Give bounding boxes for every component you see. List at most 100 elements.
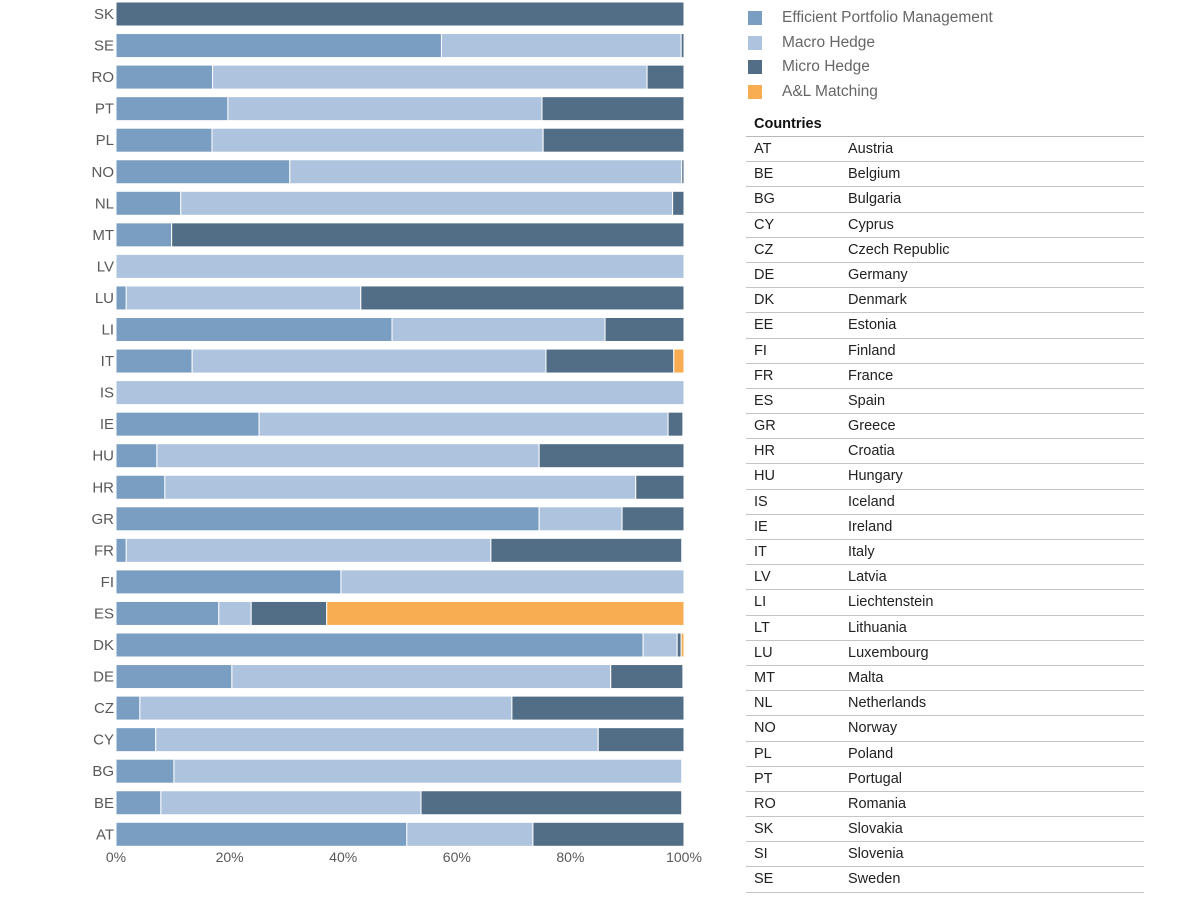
category-label: SE: [94, 38, 114, 55]
bar-segment-bg-efficient-portfolio-management: [115, 758, 175, 784]
legend-label: Micro Hedge: [782, 58, 870, 76]
country-name: Hungary: [848, 468, 903, 485]
bar-segment-hu-macro-hedge: [156, 443, 540, 469]
country-code: IE: [754, 518, 768, 535]
bar-segment-li-efficient-portfolio-management: [115, 317, 393, 342]
country-name: Estonia: [848, 317, 897, 334]
country-name: Lithuania: [848, 619, 907, 636]
bar-segment-nl-macro-hedge: [180, 190, 674, 216]
chart-legend: Efficient Portfolio Management Macro Hed…: [746, 6, 993, 104]
table-row: SI Slovenia: [746, 842, 1144, 868]
country-code: GR: [754, 418, 776, 435]
country-name: France: [848, 367, 894, 384]
bar-segment-es-a-l-matching: [326, 600, 685, 626]
bar-segment-de-macro-hedge: [231, 664, 612, 690]
table-row: DK Denmark: [746, 288, 1144, 314]
country-name: Cyprus: [848, 216, 894, 233]
bar-segment-cy-efficient-portfolio-management: [115, 727, 157, 753]
country-name: Finland: [848, 342, 896, 359]
country-code: SI: [754, 846, 768, 863]
bar-segment-cz-micro-hedge: [511, 695, 685, 721]
table-row: SK Slovakia: [746, 817, 1144, 843]
bar-segment-hu-efficient-portfolio-management: [115, 443, 158, 469]
bar-segment-it-macro-hedge: [191, 348, 547, 374]
table-row: MT Malta: [746, 666, 1144, 692]
table-row: EE Estonia: [746, 313, 1144, 339]
country-name: Luxembourg: [848, 644, 929, 661]
category-label: PT: [95, 101, 114, 118]
bar-segment-no-micro-hedge: [681, 159, 685, 185]
category-label: HU: [92, 448, 114, 465]
bar-segment-be-efficient-portfolio-management: [115, 790, 162, 816]
bar-segment-hr-efficient-portfolio-management: [115, 474, 166, 500]
x-tick-label: 20%: [216, 849, 244, 865]
table-row: HU Hungary: [746, 464, 1144, 490]
country-code: AT: [754, 141, 772, 157]
table-row: AT Austria: [746, 137, 1144, 163]
country-name: Bulgaria: [848, 191, 902, 208]
country-code: CY: [754, 216, 775, 233]
country-name: Croatia: [848, 443, 895, 460]
category-label: LI: [101, 322, 114, 339]
table-row: FI Finland: [746, 339, 1144, 364]
category-label: FR: [94, 542, 114, 559]
table-row: HR Croatia: [746, 439, 1144, 465]
bar-segment-li-micro-hedge: [604, 317, 685, 342]
country-code: BE: [754, 166, 774, 183]
category-label: LV: [97, 258, 114, 275]
country-code: IS: [754, 493, 768, 510]
bar-segment-lu-efficient-portfolio-management: [115, 285, 127, 311]
country-code: BG: [754, 191, 775, 208]
category-label: CY: [93, 732, 114, 749]
country-name: Greece: [848, 418, 896, 435]
bar-segment-bg-macro-hedge: [173, 758, 683, 784]
category-label: RO: [92, 69, 115, 86]
legend-item-micro-hedge: Micro Hedge: [746, 55, 993, 80]
category-label: CZ: [94, 700, 114, 717]
bar-segment-cy-micro-hedge: [597, 727, 685, 753]
x-tick-label: 100%: [666, 849, 702, 865]
bar-segment-at-macro-hedge: [406, 821, 534, 847]
table-row: GR Greece: [746, 414, 1144, 440]
country-name: Malta: [848, 669, 884, 686]
bar-segment-de-micro-hedge: [610, 664, 684, 690]
category-label: DK: [93, 637, 114, 654]
country-code: RO: [754, 795, 776, 812]
bar-segment-ie-macro-hedge: [258, 411, 669, 437]
country-code: LV: [754, 569, 771, 586]
country-name: Iceland: [848, 493, 895, 510]
bar-segment-dk-efficient-portfolio-management: [115, 632, 644, 658]
bar-segment-es-micro-hedge: [250, 600, 328, 626]
bar-segment-cz-efficient-portfolio-management: [115, 695, 141, 721]
category-label: NL: [95, 195, 114, 212]
category-label: IT: [101, 353, 114, 370]
country-code: HU: [754, 468, 775, 485]
table-row: FR France: [746, 364, 1144, 389]
country-code: LU: [754, 644, 773, 661]
category-label: PL: [96, 132, 114, 149]
bar-segment-pl-efficient-portfolio-management: [115, 127, 213, 153]
country-name: Spain: [848, 392, 886, 409]
country-name: Denmark: [848, 292, 907, 309]
countries-table: Countries AT Austria BE Belgium BG Bulgaria CY…: [746, 112, 1144, 893]
bar-segment-fr-macro-hedge: [125, 537, 492, 563]
bar-segment-dk-a-l-matching: [680, 632, 685, 658]
table-row: SE Sweden: [746, 867, 1144, 893]
bar-segment-be-macro-hedge: [160, 790, 422, 816]
table-row: LU Luxembourg: [746, 641, 1144, 666]
table-row: DE Germany: [746, 263, 1144, 289]
country-name: Belgium: [848, 166, 901, 183]
bar-segment-hr-micro-hedge: [635, 474, 685, 500]
country-code: NL: [754, 695, 773, 712]
country-name: Sweden: [848, 871, 901, 888]
country-name: Norway: [848, 720, 898, 737]
bar-segment-cz-macro-hedge: [139, 695, 513, 721]
country-code: CZ: [754, 241, 774, 258]
bar-segment-ro-macro-hedge: [212, 64, 648, 90]
bar-segment-at-efficient-portfolio-management: [115, 821, 408, 847]
bar-segment-at-micro-hedge: [532, 821, 685, 847]
category-label: NO: [92, 164, 115, 181]
bar-segment-gr-micro-hedge: [621, 506, 685, 532]
table-row: NL Netherlands: [746, 691, 1144, 717]
country-code: PT: [754, 770, 773, 787]
